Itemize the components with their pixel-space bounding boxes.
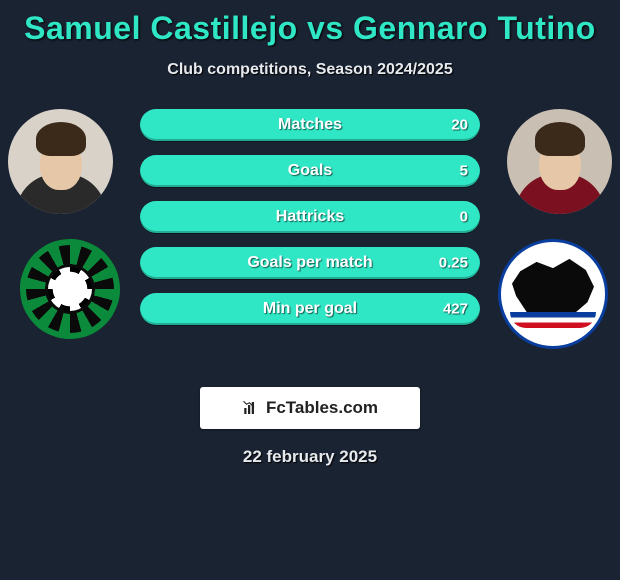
stat-bars: Matches 20 Goals 5 Hattricks 0 Goals per… (140, 109, 480, 339)
stat-value-right: 0 (460, 209, 468, 226)
comparison-date: 22 february 2025 (0, 447, 620, 467)
subtitle: Club competitions, Season 2024/2025 (0, 61, 620, 79)
stat-bar: Goals 5 (140, 155, 480, 187)
stat-label: Goals (288, 162, 332, 180)
brand-text: FcTables.com (266, 398, 378, 418)
player2-avatar (507, 109, 612, 214)
player1-name: Samuel Castillejo (24, 10, 297, 46)
player1-avatar (8, 109, 113, 214)
stat-value-right: 0.25 (439, 255, 468, 272)
stat-value-right: 5 (460, 163, 468, 180)
stat-bar: Hattricks 0 (140, 201, 480, 233)
stat-label: Matches (278, 116, 342, 134)
avatar-hair (36, 122, 86, 156)
stat-bar: Min per goal 427 (140, 293, 480, 325)
bar-chart-icon (242, 399, 260, 417)
stat-bar: Matches 20 (140, 109, 480, 141)
comparison-title: Samuel Castillejo vs Gennaro Tutino (0, 0, 620, 47)
comparison-content: Matches 20 Goals 5 Hattricks 0 Goals per… (0, 109, 620, 359)
stat-label: Hattricks (276, 208, 344, 226)
vs-text: vs (307, 10, 344, 46)
crest-stripes (510, 312, 596, 328)
stat-value-right: 20 (451, 117, 468, 134)
stat-label: Goals per match (247, 254, 372, 272)
player2-name: Gennaro Tutino (353, 10, 596, 46)
player2-club-crest (498, 239, 608, 349)
stat-bar: Goals per match 0.25 (140, 247, 480, 279)
brand-badge: FcTables.com (200, 387, 420, 429)
stat-label: Min per goal (263, 300, 357, 318)
avatar-hair (535, 122, 585, 156)
stat-value-right: 427 (443, 301, 468, 318)
player1-club-crest (20, 239, 120, 339)
